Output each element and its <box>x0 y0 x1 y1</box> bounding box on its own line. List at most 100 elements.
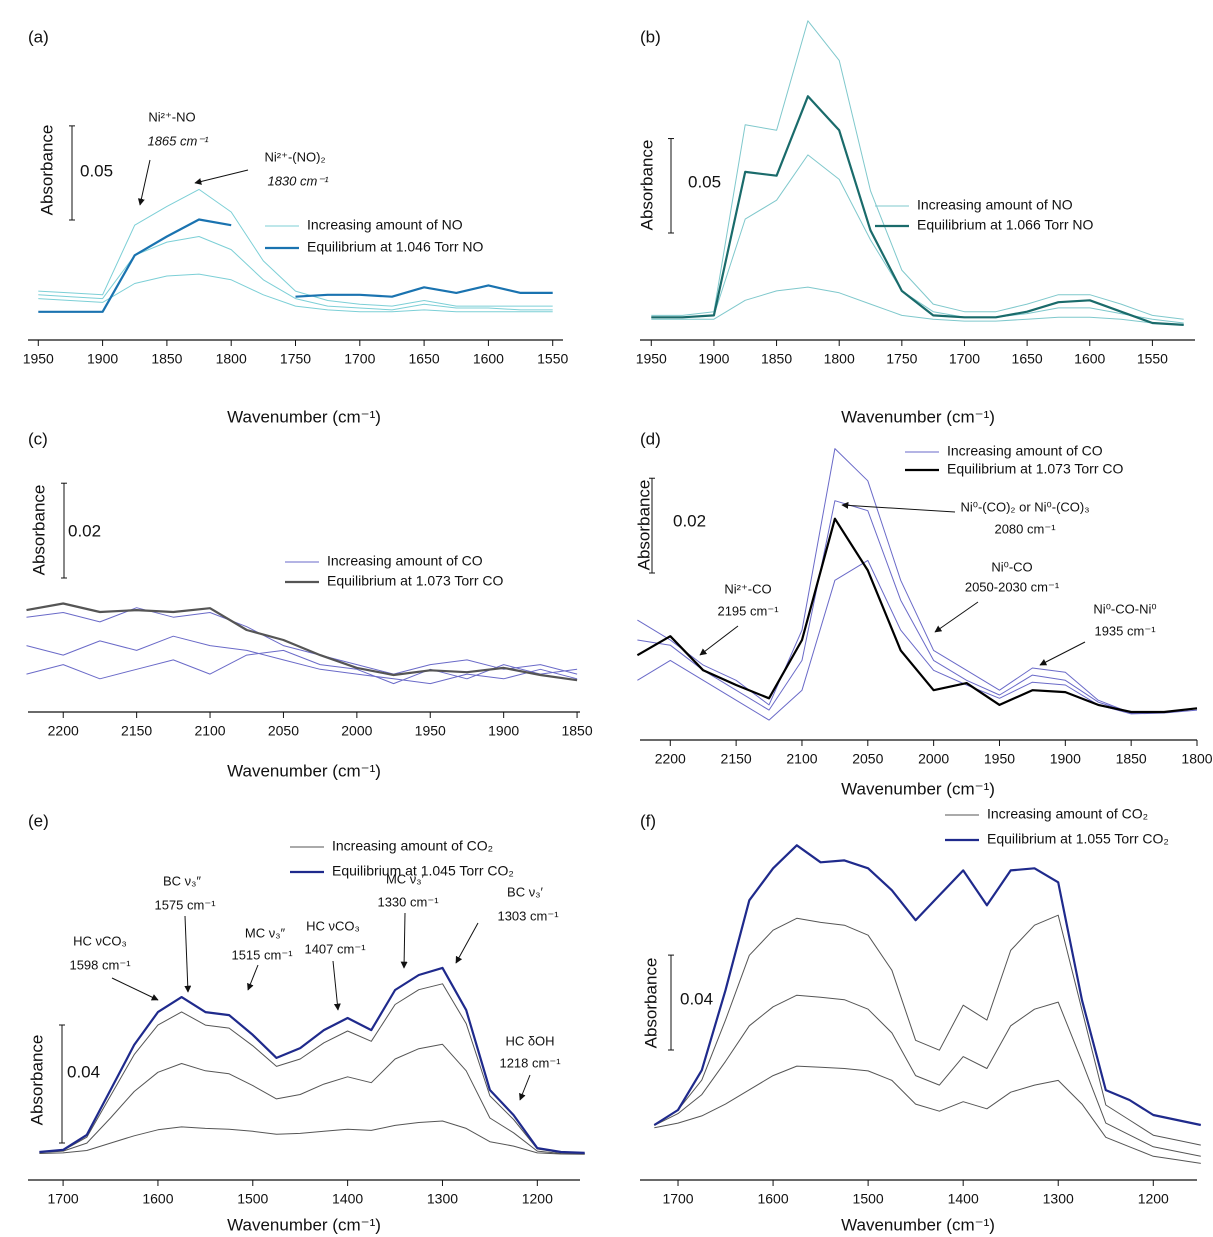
x-tick-label: 2200 <box>655 751 686 767</box>
y-axis-label: Absorbance <box>637 140 656 231</box>
x-axis-label: Wavenumber (cm⁻¹) <box>841 779 995 798</box>
x-axis-label: Wavenumber (cm⁻¹) <box>227 761 381 780</box>
scale-bar-label: 0.05 <box>688 172 721 191</box>
x-tick-label: 1500 <box>237 1191 268 1207</box>
legend-label: Equilibrium at 1.046 Torr NO <box>307 239 483 255</box>
annotation-arrow <box>184 915 192 993</box>
x-tick-label: 1850 <box>1116 751 1147 767</box>
x-tick-label: 1600 <box>142 1191 173 1207</box>
annotation-arrow <box>455 922 479 964</box>
annotation-sub: 1303 cm⁻¹ <box>497 908 559 923</box>
x-tick-label: 1850 <box>561 723 592 739</box>
annotation-sub: 1865 cm⁻¹ <box>147 133 209 148</box>
scale-bar-label: 0.02 <box>68 521 101 540</box>
x-axis-label: Wavenumber (cm⁻¹) <box>227 1215 381 1234</box>
x-tick-label: 1900 <box>1050 751 1081 767</box>
annotation: Ni²⁺-NO <box>148 109 195 124</box>
x-tick-label: 1200 <box>522 1191 553 1207</box>
x-tick-label: 1650 <box>1012 351 1043 367</box>
x-tick-label: 1650 <box>409 351 440 367</box>
x-tick-label: 1850 <box>151 351 182 367</box>
annotation-sub: 1830 cm⁻¹ <box>267 173 329 188</box>
legend-label: Equilibrium at 1.073 Torr CO <box>947 461 1123 477</box>
x-tick-label: 2050 <box>268 723 299 739</box>
annotation-arrow <box>519 1074 531 1101</box>
spectrum-line <box>26 649 578 685</box>
x-tick-label: 1700 <box>949 351 980 367</box>
annotation-sub: 1515 cm⁻¹ <box>231 947 293 962</box>
spectrum-line <box>651 95 1184 326</box>
scale-bar <box>668 954 674 1051</box>
annotation-arrow <box>332 960 341 1011</box>
spectrum-line <box>653 844 1202 1127</box>
spectrum-line <box>39 1120 585 1155</box>
scale-bar <box>59 1024 65 1144</box>
annotation: Ni²⁺-(NO)₂ <box>264 149 325 164</box>
annotation-arrow <box>934 601 979 633</box>
x-axis-label: Wavenumber (cm⁻¹) <box>841 407 995 426</box>
legend-label: Increasing amount of CO₂ <box>987 806 1148 822</box>
spectrum-line <box>26 607 578 675</box>
annotation: Ni⁰-(CO)₂ or Ni⁰-(CO)₃ <box>960 499 1089 514</box>
annotation-sub: 2080 cm⁻¹ <box>994 521 1056 536</box>
legend-label: Increasing amount of CO₂ <box>332 838 493 854</box>
x-tick-label: 1800 <box>1181 751 1212 767</box>
annotation: Ni⁰-CO-Ni⁰ <box>1093 601 1156 616</box>
panel-label: (b) <box>640 27 661 46</box>
y-axis-label: Absorbance <box>27 1035 46 1126</box>
spectrum-line <box>654 914 1201 1146</box>
annotation-arrow <box>699 625 739 656</box>
spectrum-line <box>654 994 1201 1157</box>
scale-bar <box>61 482 67 579</box>
annotation: Ni²⁺-CO <box>724 581 771 596</box>
annotation: BC ν₃′ <box>507 884 543 899</box>
x-tick-label: 1800 <box>216 351 247 367</box>
annotation: MC ν₃′ <box>386 871 425 886</box>
x-tick-label: 1700 <box>344 351 375 367</box>
x-tick-label: 1400 <box>948 1191 979 1207</box>
annotation-sub: 1330 cm⁻¹ <box>377 894 439 909</box>
spectrum-line <box>651 20 1184 320</box>
annotation-sub: 1575 cm⁻¹ <box>154 897 216 912</box>
annotation-arrow <box>247 964 259 991</box>
annotation: HC νCO₃ <box>73 933 127 948</box>
annotation-arrow <box>1039 641 1086 666</box>
x-tick-label: 1850 <box>761 351 792 367</box>
spectrum-line <box>26 602 578 682</box>
y-axis-label: Absorbance <box>634 480 653 571</box>
spectrum-line <box>39 1043 585 1155</box>
spectrum-line <box>39 983 585 1154</box>
spectrum-line <box>637 559 1198 721</box>
x-tick-label: 1700 <box>662 1191 693 1207</box>
x-tick-label: 2000 <box>918 751 949 767</box>
x-tick-label: 1900 <box>488 723 519 739</box>
annotation-sub: 1407 cm⁻¹ <box>304 941 366 956</box>
panel-label: (a) <box>28 27 49 46</box>
panel-label: (c) <box>28 429 48 448</box>
x-tick-label: 1700 <box>48 1191 79 1207</box>
x-tick-label: 1550 <box>1137 351 1168 367</box>
y-axis-label: Absorbance <box>37 125 56 216</box>
x-tick-label: 1750 <box>886 351 917 367</box>
legend-label: Increasing amount of CO <box>947 443 1103 459</box>
x-tick-label: 1950 <box>984 751 1015 767</box>
spectrum-line <box>637 448 1198 714</box>
x-tick-label: 1750 <box>280 351 311 367</box>
annotation-arrow <box>400 912 408 969</box>
scale-bar-label: 0.04 <box>680 989 713 1008</box>
legend-label: Increasing amount of CO <box>327 553 483 569</box>
spectrum-line <box>38 236 553 311</box>
spectrum-line <box>26 635 578 685</box>
x-tick-label: 1300 <box>1043 1191 1074 1207</box>
x-tick-label: 2150 <box>121 723 152 739</box>
scale-bar <box>69 125 75 221</box>
x-tick-label: 2100 <box>786 751 817 767</box>
x-axis-label: Wavenumber (cm⁻¹) <box>841 1215 995 1234</box>
annotation-sub: 1935 cm⁻¹ <box>1094 623 1156 638</box>
x-axis-label: Wavenumber (cm⁻¹) <box>227 407 381 426</box>
x-tick-label: 2000 <box>341 723 372 739</box>
legend-label: Equilibrium at 1.045 Torr CO₂ <box>332 863 514 879</box>
legend-label: Increasing amount of NO <box>917 197 1073 213</box>
annotation-sub: 1218 cm⁻¹ <box>499 1055 561 1070</box>
y-axis-label: Absorbance <box>29 485 48 576</box>
